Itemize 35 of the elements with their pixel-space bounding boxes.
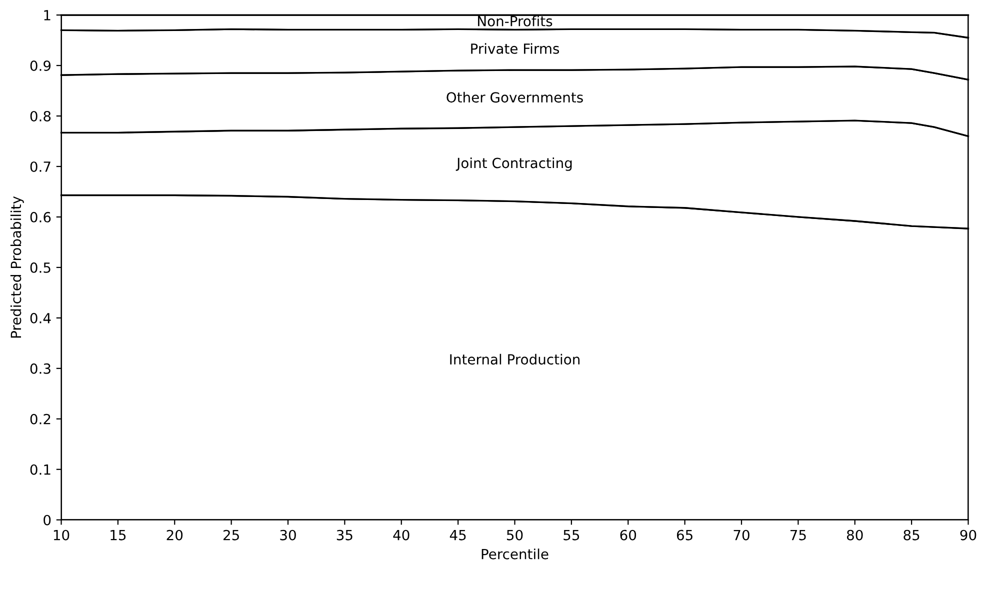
y-tick-label: 0: [44, 514, 51, 526]
x-tick-label: 90: [960, 530, 976, 540]
x-tick-label: 75: [790, 530, 806, 540]
y-tick-label: 0.1: [30, 464, 50, 475]
y-tick-label: 0.9: [30, 60, 51, 71]
series-label: Private Firms: [471, 43, 560, 54]
y-tick-label: 0.5: [30, 262, 50, 273]
series-label: Internal Production: [450, 354, 580, 365]
x-tick-label: 30: [280, 530, 296, 540]
series-label: Non-Profits: [478, 16, 552, 26]
x-tick-label: 55: [564, 530, 580, 540]
series-label: Other Governments: [446, 92, 583, 103]
y-tick-label: 0.4: [30, 312, 51, 324]
x-tick-label: 15: [110, 530, 126, 540]
series-label: Joint Contracting: [456, 157, 572, 171]
x-tick-label: 80: [846, 530, 863, 540]
x-tick-label: 45: [450, 530, 466, 540]
x-tick-label: 40: [393, 530, 410, 540]
x-axis-title: Percentile: [482, 548, 548, 560]
y-tick-label: 0.3: [30, 363, 50, 374]
x-tick-label: 35: [336, 530, 352, 540]
x-tick-label: 20: [166, 530, 183, 540]
x-tick-label: 65: [676, 530, 692, 540]
x-tick-label: 10: [54, 530, 70, 540]
x-tick-label: 85: [904, 530, 920, 540]
x-tick-label: 70: [734, 530, 750, 540]
y-tick-label: 0.2: [30, 414, 50, 424]
y-tick-label: 0.6: [30, 212, 51, 222]
x-tick-label: 50: [506, 530, 523, 540]
x-tick-label: 25: [223, 530, 239, 540]
x-tick-label: 60: [620, 530, 636, 540]
y-tick-label: 0.7: [30, 161, 50, 172]
y-tick-label: 1: [44, 10, 50, 20]
y-axis-title: Predicted Probability: [10, 196, 24, 338]
y-tick-label: 0.8: [30, 110, 51, 122]
